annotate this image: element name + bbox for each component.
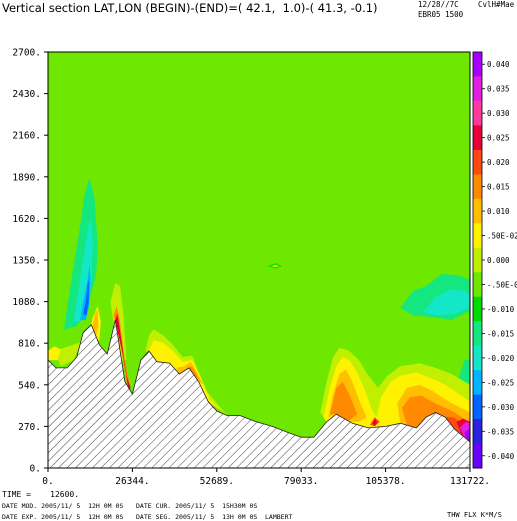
colorbar-swatch — [473, 370, 482, 396]
contour-region-19 — [48, 346, 61, 361]
y-tick-label: 2700. — [12, 48, 41, 59]
contour-region-24 — [148, 340, 220, 410]
run-date-label: 12/28//7C — [418, 0, 459, 9]
variable-code-label: CvlH#Mae — [478, 0, 515, 9]
colorbar-label: 0.025 — [487, 134, 510, 143]
colorbar-swatch — [473, 296, 482, 322]
contour-region-26 — [181, 366, 199, 382]
contour-region-3 — [80, 264, 91, 321]
colorbar-label: -0.015 — [487, 329, 514, 338]
colorbar-label: -0.025 — [487, 378, 514, 387]
colorbar-label: .50E-02 — [487, 232, 517, 241]
colorbar-swatch — [473, 149, 482, 175]
colorbar-swatch — [473, 125, 482, 151]
time-label: TIME = 12600. — [2, 490, 80, 499]
date-mod-label: DATE MOD. 2005/11/ 5 12H 0M 0S — [2, 502, 124, 510]
x-tick-label: 79033. — [284, 476, 318, 487]
y-tick-label: 0. — [30, 464, 41, 475]
y-tick-label: 810. — [18, 339, 41, 350]
colorbar-label: -0.035 — [487, 427, 514, 436]
colorbar-label: -0.020 — [487, 354, 515, 363]
colorbar-label: 0.030 — [487, 109, 510, 118]
colorbar-swatch — [473, 272, 482, 298]
terrain-hatch — [48, 320, 470, 468]
colorbar-label: 0.010 — [487, 207, 510, 216]
contour-region-40 — [270, 264, 280, 268]
field-label: THW FLX K*M/S — [447, 511, 502, 519]
colorbar-label: -0.030 — [487, 403, 515, 412]
colorbar-swatch — [473, 345, 482, 371]
contour-region-12 — [275, 394, 311, 430]
y-tick-label: 1620. — [12, 214, 41, 225]
colorbar-swatch — [473, 247, 482, 273]
colorbar-label: -0.010 — [487, 305, 515, 314]
chart-title: Vertical section LAT,LON (BEGIN)-(END)=(… — [2, 1, 378, 15]
colorbar-swatch — [473, 394, 482, 420]
contour-region-38 — [464, 427, 470, 441]
contour-region-6 — [185, 293, 305, 373]
x-tick-label: 105378. — [366, 476, 406, 487]
colorbar-label: 0.000 — [487, 256, 510, 265]
date-seg-label: DATE SEG. 2005/11/ 5 13H 0M 0S — [136, 513, 258, 521]
colorbar-label: 0.015 — [487, 183, 510, 192]
colorbar-label: -0.040 — [487, 452, 515, 461]
x-tick-label: 131722. — [450, 476, 490, 487]
x-tick-label: 0. — [42, 476, 53, 487]
date-exp-label: DATE EXP. 2005/11/ 5 12H 0M 0S — [2, 513, 124, 521]
colorbar-swatch — [473, 100, 482, 126]
colorbar-label: -.50E-02 — [487, 280, 517, 289]
y-tick-label: 1350. — [12, 256, 41, 267]
colorbar-swatch — [473, 198, 482, 224]
date-cur-label: DATE CUR. 2005/11/ 5 15H30M 0S — [136, 502, 258, 510]
projection-label: LAMBERT — [265, 513, 293, 521]
contour-region-7 — [233, 273, 279, 324]
contour-region-10 — [403, 241, 420, 253]
y-tick-label: 2430. — [12, 89, 41, 100]
colorbar-label: 0.020 — [487, 158, 510, 167]
contour-region-32 — [402, 395, 470, 442]
colorbar-label: 0.035 — [487, 85, 510, 94]
contour-region-30 — [329, 381, 358, 422]
contour-region-41 — [402, 212, 412, 230]
colorbar-swatch — [473, 443, 482, 469]
y-tick-label: 1890. — [12, 172, 41, 183]
colorbar-swatch — [473, 76, 482, 102]
colorbar-swatch — [473, 174, 482, 200]
contour-region-4 — [83, 280, 89, 316]
y-tick-label: 540. — [18, 380, 41, 391]
colorbar-swatch — [473, 52, 482, 77]
contour-region-35 — [372, 418, 378, 427]
x-tick-label: 26344. — [115, 476, 149, 487]
colorbar-label: 0.040 — [487, 60, 510, 69]
colorbar-swatch — [473, 223, 482, 249]
y-tick-label: 270. — [18, 422, 41, 433]
contour-region-18 — [54, 341, 82, 367]
colorbar-swatch — [473, 419, 482, 445]
contour-region-25 — [176, 361, 204, 385]
y-tick-label: 1080. — [12, 297, 41, 308]
contour-region-14 — [422, 289, 470, 316]
y-tick-label: 2160. — [12, 131, 41, 142]
colorbar-swatch — [473, 321, 482, 347]
x-tick-label: 52689. — [200, 476, 234, 487]
contour-region-22 — [115, 313, 131, 391]
contour-region-11 — [406, 227, 418, 239]
model-label: EBR05 1500 — [418, 10, 464, 19]
